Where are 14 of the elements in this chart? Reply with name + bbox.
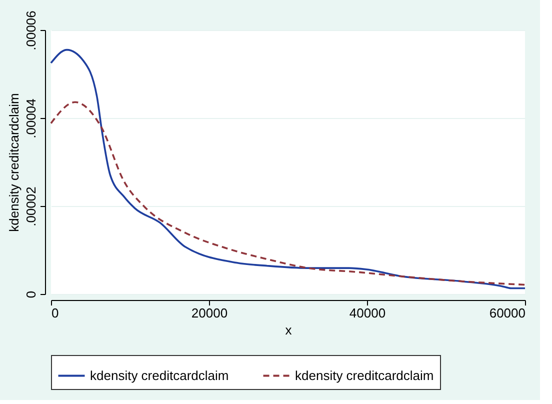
y-tick-label: 0 [24,290,38,298]
x-axis-title: x [285,322,292,338]
x-tick-label: 20000 [191,306,228,320]
y-axis-title: kdensity creditcardclaim [6,93,22,232]
legend-label: kdensity creditcardclaim [295,368,434,383]
y-tick-label: .00004 [24,98,38,138]
y-tick-label: .00002 [24,186,38,226]
x-tick-label: 60000 [489,306,526,320]
x-tick-label: 40000 [349,306,386,320]
line-series [50,101,526,286]
x-tick-label: 0 [52,306,59,320]
y-tick-label: .00006 [24,10,38,50]
legend-label: kdensity creditcardclaim [90,368,229,383]
line-series [50,48,526,290]
